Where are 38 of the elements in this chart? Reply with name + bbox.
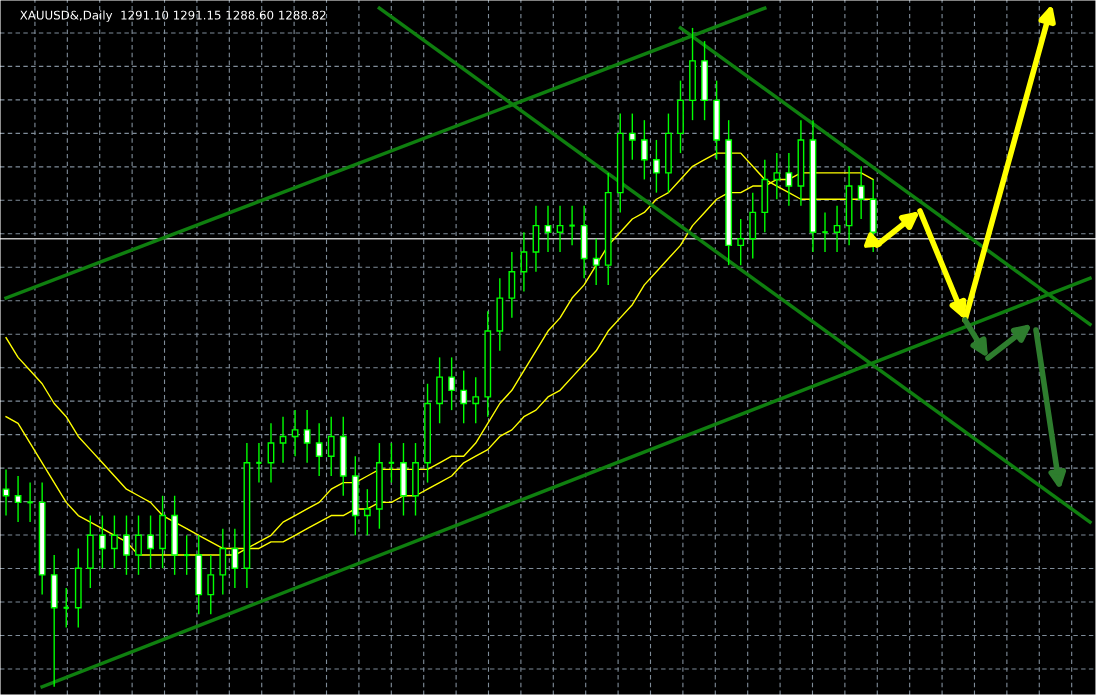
candlestick	[821, 211, 829, 253]
candlestick	[833, 205, 841, 253]
candlestick	[592, 238, 600, 286]
candlestick	[98, 514, 106, 569]
candlestick	[568, 205, 576, 247]
candlestick	[291, 409, 299, 457]
candlestick	[62, 587, 70, 629]
candlestick	[556, 205, 564, 253]
candlestick	[628, 112, 636, 161]
candlestick	[279, 415, 287, 464]
candlestick	[785, 152, 793, 207]
candlestick	[327, 415, 335, 477]
candlestick	[544, 205, 552, 253]
candlestick	[857, 165, 865, 220]
candlestick	[207, 554, 215, 616]
candlestick	[472, 376, 480, 424]
candlestick	[315, 422, 323, 477]
candlestick	[26, 481, 34, 523]
candlestick	[773, 152, 781, 200]
candlestick	[267, 422, 275, 484]
candlestick	[640, 119, 648, 181]
candlestick	[123, 514, 130, 576]
candlestick	[255, 442, 263, 484]
candlestick	[460, 369, 468, 424]
candlestick	[2, 468, 10, 517]
candlestick	[147, 514, 154, 569]
candlestick	[363, 488, 371, 536]
candlestick	[182, 534, 191, 576]
candlestick	[737, 218, 745, 266]
candlestick	[448, 356, 456, 411]
candlestick	[387, 442, 396, 484]
candlestick	[111, 514, 118, 569]
candlestick	[303, 409, 311, 464]
candlestick	[652, 139, 660, 194]
candlestick	[135, 514, 142, 576]
candlestick	[231, 528, 239, 589]
chart-title: XAUUSD&,Daily 1291.10 1291.15 1288.60 1288.82	[20, 10, 326, 22]
candlestick	[14, 475, 22, 523]
